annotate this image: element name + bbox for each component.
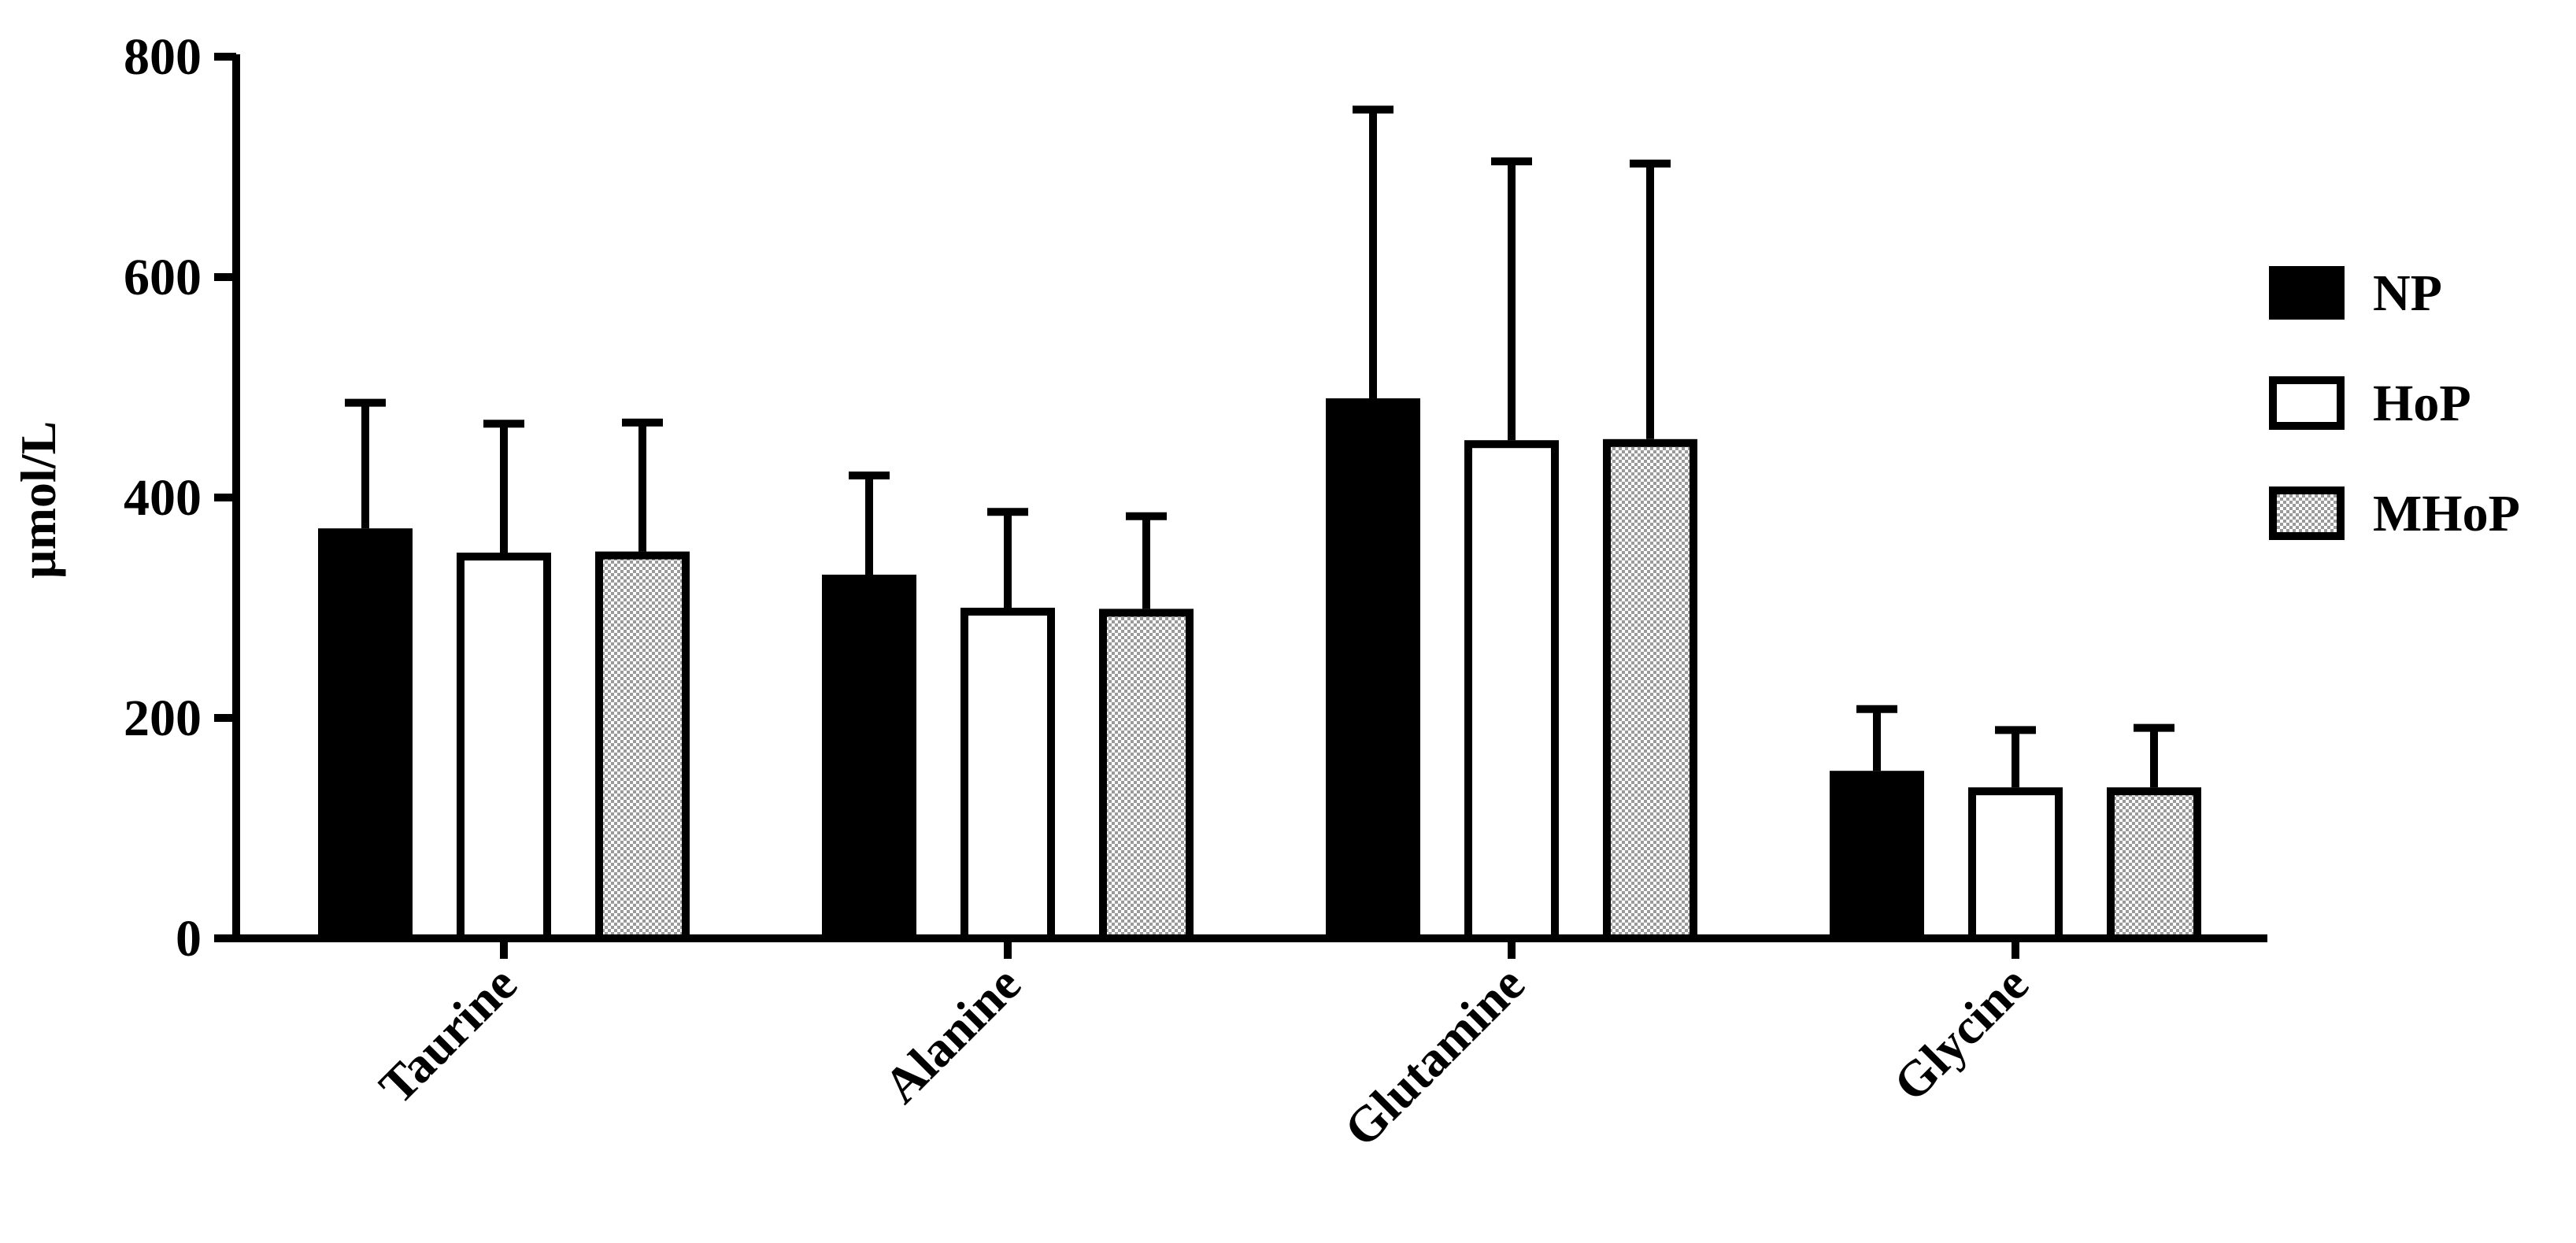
legend-label-mhop: MHoP <box>2373 485 2520 542</box>
bar-hop-alanine <box>960 608 1055 942</box>
bar-np-alanine <box>822 575 916 942</box>
bar-np-glutamine <box>1326 398 1420 942</box>
bars-layer <box>318 398 2201 943</box>
legend-swatch-mhop <box>2269 486 2345 540</box>
bar-hop-glutamine <box>1464 440 1559 942</box>
x-tick-label-taurine: Taurine <box>368 956 527 1115</box>
bar-mhop-alanine <box>1099 609 1194 943</box>
x-tick-label-glutamine: Glutamine <box>1334 956 1535 1157</box>
y-tick-label-400: 400 <box>124 469 202 527</box>
bar-mhop-glutamine <box>1603 438 1697 942</box>
y-tick-label-800: 800 <box>124 28 202 86</box>
x-tick-label-alanine: Alanine <box>873 956 1031 1114</box>
bar-mhop-glycine <box>2107 787 2201 943</box>
bar-hop-glycine <box>1968 787 2063 943</box>
bar-np-taurine <box>318 528 413 942</box>
legend: NP HoP MHoP <box>2269 265 2520 542</box>
y-tick-label-200: 200 <box>124 690 202 747</box>
bar-np-glycine <box>1830 771 1924 943</box>
bar-mhop-taurine <box>595 551 690 942</box>
axes-layer: Taurine Alanine Glutamine Glycine 0 200 400 600… <box>124 28 2267 1157</box>
legend-swatch-np <box>2269 266 2345 320</box>
legend-label-np: NP <box>2373 265 2442 322</box>
legend-swatch-hop <box>2269 376 2345 430</box>
y-tick-label-600: 600 <box>124 249 202 306</box>
x-tick-label-glycine: Glycine <box>1882 956 2039 1112</box>
bar-hop-taurine <box>457 553 551 942</box>
y-axis-label: µmol/L <box>10 421 66 579</box>
y-tick-label-0: 0 <box>176 910 202 967</box>
error-bars-layer <box>345 105 2174 788</box>
legend-label-hop: HoP <box>2373 375 2471 432</box>
